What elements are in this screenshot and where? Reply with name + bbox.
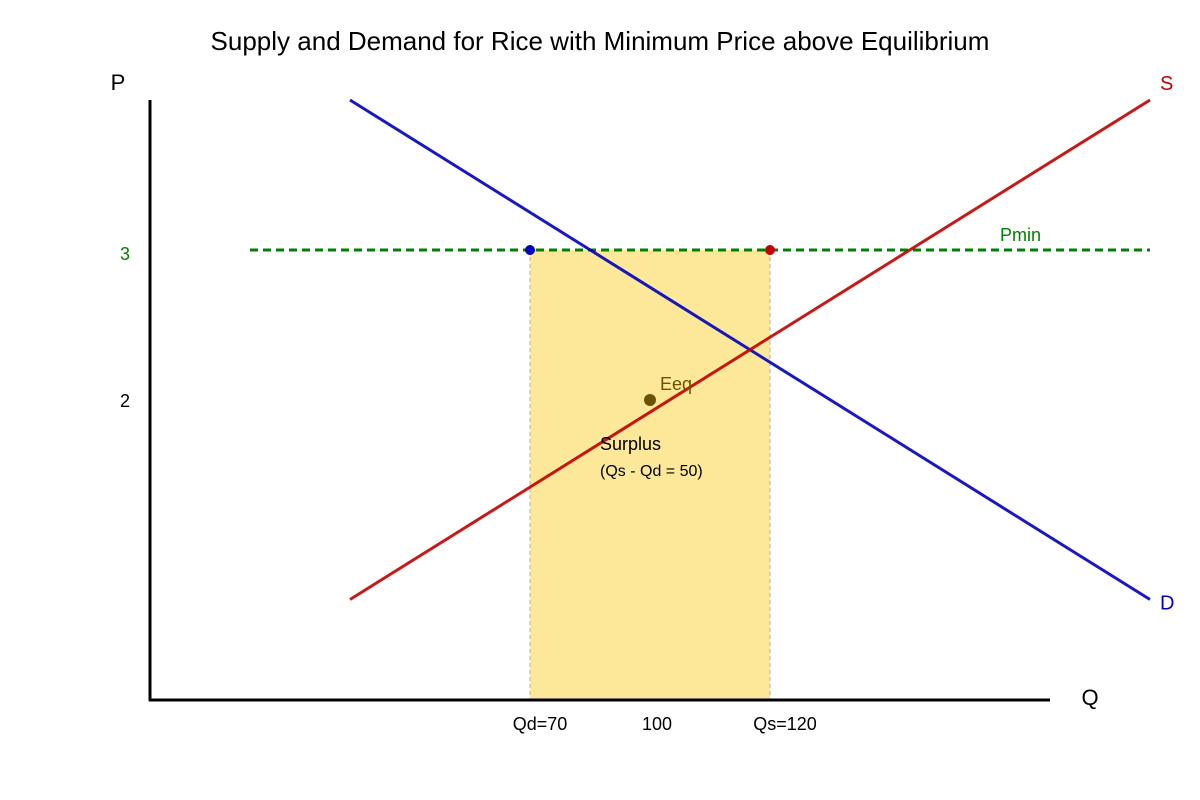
y-tick-label-3: 3 bbox=[120, 244, 130, 264]
supply-curve bbox=[349, 98, 1151, 601]
supply-curve-label: S bbox=[1160, 73, 1173, 95]
surplus-label: Surplus bbox=[600, 434, 661, 454]
x-axis-label: Q bbox=[1081, 685, 1098, 710]
demand-curve-label: D bbox=[1160, 593, 1174, 615]
price-floor-label: Pmin bbox=[1000, 225, 1041, 245]
surplus-area bbox=[530, 250, 770, 700]
y-axis-label: P bbox=[111, 70, 126, 95]
x-tick-label-qs: Qs=120 bbox=[753, 714, 817, 734]
equilibrium-label: Eeq bbox=[660, 374, 692, 394]
x-tick-label-qd: Qd=70 bbox=[513, 714, 568, 734]
x-tick-label-100: 100 bbox=[642, 714, 672, 734]
equilibrium-point bbox=[644, 394, 656, 406]
quantity-supplied-point bbox=[765, 245, 775, 255]
surplus-detail-label: (Qs - Qd = 50) bbox=[600, 463, 703, 480]
y-tick-label-2: 2 bbox=[120, 391, 130, 411]
chart-title: Supply and Demand for Rice with Minimum … bbox=[211, 26, 990, 56]
quantity-demanded-point bbox=[525, 245, 535, 255]
